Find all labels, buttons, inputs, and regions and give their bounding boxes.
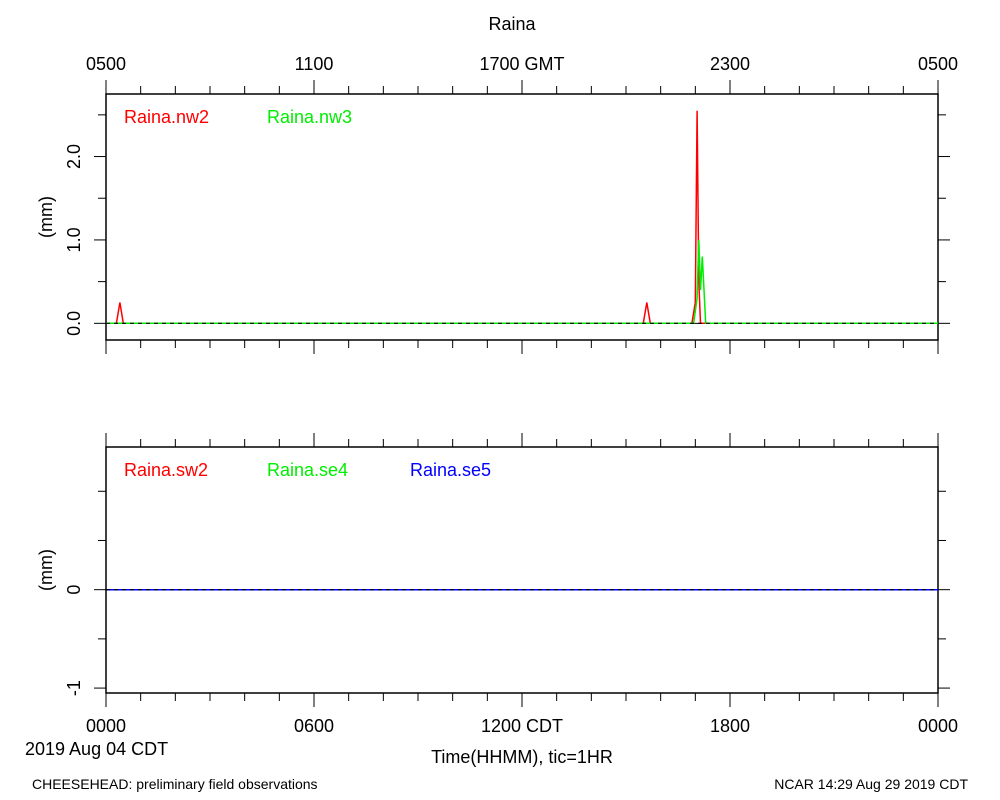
top-panel-series: [106, 110, 938, 325]
legend-raina-nw3: Raina.nw3: [267, 107, 352, 127]
top-panel: (mm) Raina.nw2 Raina.nw3 0.0 1.0 2.0: [36, 80, 950, 354]
date-label: 2019 Aug 04 CDT: [25, 739, 168, 759]
bottom-panel-ticks: -1 0: [64, 433, 950, 707]
chart-title: Raina: [488, 14, 536, 34]
legend-raina-sw2: Raina.sw2: [124, 460, 208, 480]
top-axis-tick-label: 1700 GMT: [479, 54, 564, 74]
series-line-raina-nw2: [106, 110, 938, 325]
bottom-axis-tick-label: 0000: [86, 716, 126, 736]
bottom-panel-y-axis-label: (mm): [36, 549, 56, 591]
bottom-axis-labels: 0000 0600 1200 CDT 1800 0000: [86, 716, 958, 736]
legend-raina-se5: Raina.se5: [410, 460, 491, 480]
series-line-raina-nw3: [106, 239, 938, 325]
y-tick-label: 0: [64, 585, 84, 595]
top-panel-y-axis-label: (mm): [36, 196, 56, 238]
top-axis-tick-label: 0500: [86, 54, 126, 74]
legend-raina-nw2: Raina.nw2: [124, 107, 209, 127]
footer-right: NCAR 14:29 Aug 29 2019 CDT: [774, 776, 968, 792]
bottom-panel: (mm) Raina.sw2 Raina.se4 Raina.se5 -1 0: [36, 433, 950, 707]
top-axis-tick-label: 0500: [918, 54, 958, 74]
bottom-axis-tick-label: 0000: [918, 716, 958, 736]
top-axis-tick-label: 1100: [295, 54, 334, 74]
legend-raina-se4: Raina.se4: [267, 460, 348, 480]
footer-left: CHEESEHEAD: preliminary field observatio…: [32, 776, 318, 792]
top-axis-labels: 0500 1100 1700 GMT 2300 0500: [86, 54, 958, 74]
x-axis-label: Time(HHMM), tic=1HR: [431, 747, 613, 767]
bottom-axis-tick-label: 0600: [294, 716, 334, 736]
y-tick-label: 1.0: [64, 227, 84, 252]
y-tick-label: 2.0: [64, 144, 84, 169]
bottom-axis-tick-label: 1200 CDT: [481, 716, 563, 736]
top-axis-tick-label: 2300: [710, 54, 750, 74]
bottom-axis-tick-label: 1800: [710, 716, 750, 736]
top-panel-ticks: 0.0 1.0 2.0: [64, 80, 950, 354]
y-tick-label: -1: [64, 680, 84, 696]
y-tick-label: 0.0: [64, 311, 84, 336]
top-panel-frame: [105, 93, 939, 341]
bottom-panel-frame: [105, 446, 939, 694]
